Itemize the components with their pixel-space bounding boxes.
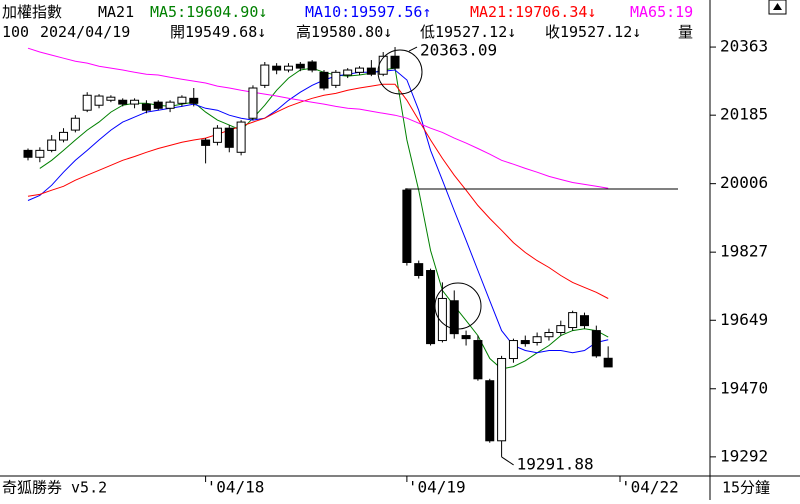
indicator: MA21 (98, 3, 134, 21)
candle-body (94, 95, 104, 106)
candle-body (177, 96, 187, 104)
candle-body (189, 97, 199, 104)
legend-entry: MA5:19604.90↓ (150, 3, 267, 21)
info-item: 高19580.80↓ (296, 23, 392, 41)
candle-body (165, 101, 175, 109)
info-item: 2024/04/19 (40, 23, 130, 41)
candle-body (497, 358, 507, 442)
candle-body (556, 325, 566, 334)
candle-body (272, 65, 282, 71)
candle-body (437, 297, 447, 342)
low-leader (501, 456, 514, 466)
candle-body (212, 127, 222, 143)
legend-entry: MA21:19706.34↓ (470, 3, 596, 21)
candle-body (295, 63, 305, 69)
y-tick-label: 19292 (720, 446, 768, 465)
ma-line (27, 69, 609, 354)
candle-body (59, 131, 69, 141)
title: 加權指數 (2, 3, 62, 21)
candle-body (106, 96, 116, 101)
header: 加權指數 MA21 MA5:19604.90↓ MA10:19597.56↑ MA2… (2, 3, 693, 41)
candle-body (568, 312, 578, 329)
high-label: 20363.09 (420, 41, 497, 60)
candle-body (343, 69, 353, 76)
y-tick-label: 20363 (720, 37, 768, 56)
y-tick-label: 20185 (720, 105, 768, 124)
candle-body (532, 336, 542, 343)
candle-body (473, 340, 483, 380)
candle-body (390, 55, 400, 69)
info-item: 量 (678, 23, 693, 41)
info-line: 100 2024/04/19 開19549.68↓ 高19580.80↓ 低19527.… (2, 23, 693, 41)
x-tick-label: '04/18 (207, 478, 265, 497)
candle-body (579, 315, 589, 327)
info-item: 低19527.12↓ (420, 23, 516, 41)
candle-body (35, 149, 45, 158)
candle-body (82, 94, 92, 111)
candle-body (366, 67, 376, 75)
legend-entry: MA65:19 (630, 3, 693, 21)
candle-body (248, 87, 258, 119)
candle-body (224, 127, 234, 148)
candle-body (23, 149, 33, 158)
candle-body (426, 270, 436, 345)
candle-body (544, 332, 554, 338)
candle-body (449, 300, 459, 335)
candle-body (260, 64, 270, 86)
plot-area (23, 47, 678, 457)
y-tick-label: 20006 (720, 173, 768, 192)
scroll-arrow (773, 3, 782, 10)
candle-body (603, 357, 613, 368)
info-item: 100 (2, 23, 29, 41)
candle-body (319, 71, 329, 89)
low-label: 19291.88 (517, 454, 594, 473)
highlight-circle (434, 282, 482, 330)
high-leader (408, 46, 418, 52)
x-tick-label: '04/22 (621, 478, 679, 497)
candle-body (118, 99, 128, 105)
candle-body (153, 101, 163, 109)
candle-body (508, 340, 518, 360)
candle-body (461, 335, 471, 340)
info-item: 開19549.68↓ (170, 23, 266, 41)
candle-body (283, 65, 293, 71)
candle-body (236, 121, 246, 153)
legend-entry: MA10:19597.56↑ (305, 3, 431, 21)
candle-body (355, 67, 365, 73)
candle-body (331, 71, 341, 86)
candle-body (402, 189, 412, 263)
candle-body (414, 263, 424, 276)
header-line: 加權指數 MA21 MA5:19604.90↓ MA10:19597.56↑ MA2… (2, 3, 693, 21)
ma-line (27, 47, 609, 189)
candle-body (591, 330, 601, 357)
y-tick-label: 19470 (720, 378, 768, 397)
ma-line (27, 83, 609, 299)
candle-body (520, 340, 530, 345)
candle-body (47, 139, 57, 151)
candle-body (378, 55, 388, 75)
info-item: 收19527.12↓ (545, 23, 641, 41)
candle-body (130, 99, 140, 105)
footer: 奇狐勝券 v5.2 (2, 479, 107, 497)
y-tick-label: 19827 (720, 242, 768, 261)
candle-body (141, 103, 151, 111)
ma-line (39, 67, 609, 370)
timeframe: 15分鐘 (722, 479, 770, 497)
highlight-circle (377, 49, 423, 95)
candle-body (485, 380, 495, 442)
x-tick-label: '04/19 (408, 478, 466, 497)
candle-body (307, 61, 317, 71)
candle-body (201, 139, 211, 146)
y-tick-label: 19649 (720, 310, 768, 329)
candle-body (70, 117, 80, 131)
